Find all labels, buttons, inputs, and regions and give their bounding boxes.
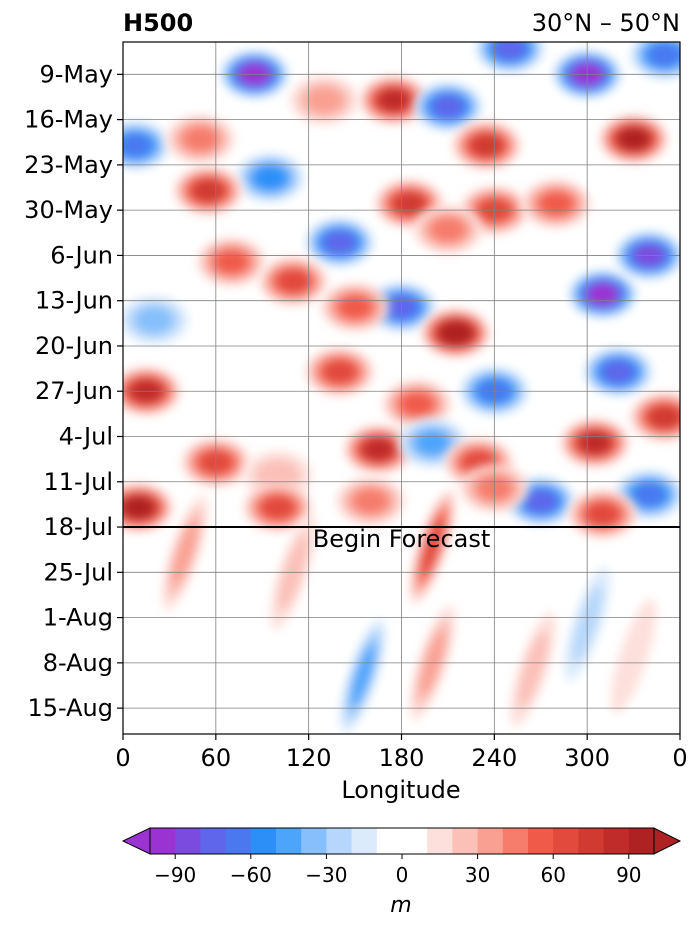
y-tick-label: 1-Aug — [43, 604, 113, 632]
colorbar-tick-label: 90 — [616, 863, 641, 887]
x-tick-label: 0 — [115, 744, 130, 772]
anomaly-blob — [123, 483, 173, 532]
y-tick-label: 20-Jun — [35, 332, 113, 360]
x-tick-label: 120 — [286, 744, 332, 772]
anomaly-blob — [305, 347, 374, 396]
colorbar-segment — [452, 828, 479, 854]
anomaly-blob — [568, 490, 637, 539]
y-tick-label: 27-Jun — [35, 377, 113, 405]
y-tick-label: 13-Jun — [35, 287, 113, 315]
anomaly-blob — [166, 115, 235, 164]
colorbar-segment — [402, 828, 428, 854]
anomaly-blob — [584, 347, 653, 396]
anomaly-blob — [615, 470, 680, 519]
colorbar-under-extension — [121, 827, 151, 855]
colorbar-tick-label: 60 — [540, 863, 565, 887]
colorbar-segment — [376, 828, 403, 854]
colorbar-segment — [628, 828, 655, 854]
y-tick-label: 23-May — [24, 151, 113, 179]
y-tick-label: 15-Aug — [27, 694, 113, 722]
anomaly-blob — [610, 599, 657, 714]
colorbar-segment — [175, 828, 201, 854]
anomaly-blob — [235, 153, 304, 202]
anomaly-blob — [510, 612, 556, 727]
y-tick-label: 4-Jul — [59, 423, 113, 451]
colorbar-segment — [225, 828, 252, 854]
colorbar-segment — [477, 828, 504, 854]
anomaly-blob — [259, 257, 328, 306]
anomaly-blob — [290, 76, 359, 125]
anomaly-blob — [305, 218, 374, 267]
colorbar-tick-label: 30 — [465, 863, 490, 887]
x-tick-label: 60 — [201, 744, 232, 772]
anomaly-blob — [321, 283, 390, 332]
anomaly-blob — [123, 121, 170, 170]
x-tick-label: 180 — [379, 744, 425, 772]
y-axis-ticks: 9-May 16-May 23-May 30-May 6-Jun 13-Jun 20-Jun… — [24, 60, 123, 722]
colorbar-segment — [301, 828, 327, 854]
y-tick-label: 25-Jul — [44, 558, 114, 586]
anomaly-blob — [339, 618, 386, 734]
colorbar-segment — [578, 828, 605, 854]
colorbar-segment — [276, 828, 302, 854]
anomaly-blob — [630, 42, 680, 79]
colorbar-tick-label: −30 — [305, 863, 347, 887]
colorbar-segment — [150, 828, 176, 854]
anomaly-blob — [413, 82, 482, 131]
anomaly-blob — [243, 483, 312, 532]
colorbar-segment — [427, 828, 453, 854]
begin-forecast-label: Begin Forecast — [313, 525, 491, 553]
colorbar-tick-label: 0 — [396, 863, 409, 887]
colorbar-tick-label: −60 — [230, 863, 272, 887]
title-left: H500 — [123, 9, 193, 37]
anomaly-blob — [344, 425, 413, 474]
anomaly-blob — [174, 166, 243, 215]
anomaly-blob — [630, 393, 680, 442]
anomaly-field — [123, 42, 680, 734]
anomaly-blob — [421, 309, 490, 358]
colorbar-segment — [502, 828, 529, 854]
anomaly-blob — [382, 380, 451, 429]
title-right: 30°N – 50°N — [532, 9, 680, 37]
anomaly-blob — [336, 477, 405, 526]
x-tick-label: 300 — [564, 744, 610, 772]
anomaly-blob — [568, 270, 637, 319]
colorbar-segment — [528, 828, 554, 854]
colorbar: −90 −60 −30 0 30 60 90 — [121, 827, 682, 887]
colorbar-segment — [603, 828, 630, 854]
colorbar-over-extension — [653, 827, 682, 855]
y-tick-label: 8-Aug — [43, 649, 113, 677]
colorbar-segment — [200, 828, 227, 854]
colorbar-label: m — [390, 893, 411, 918]
anomaly-blob — [413, 205, 482, 254]
y-tick-label: 18-Jul — [44, 513, 114, 541]
anomaly-blob — [599, 115, 668, 164]
anomaly-blob — [197, 237, 266, 286]
x-axis-label: Longitude — [341, 776, 460, 804]
y-tick-label: 6-Jun — [50, 241, 113, 269]
x-tick-label: 0 — [672, 744, 687, 772]
colorbar-segment — [326, 828, 353, 854]
colorbar-tick-label: −90 — [154, 863, 196, 887]
anomaly-blob — [522, 179, 591, 228]
anomaly-blob — [560, 418, 629, 467]
colorbar-segment — [351, 828, 378, 854]
y-tick-label: 30-May — [24, 196, 113, 224]
anomaly-blob — [359, 76, 428, 125]
y-tick-label: 11-Jul — [44, 468, 114, 496]
colorbar-segment — [553, 828, 579, 854]
y-tick-label: 16-May — [24, 106, 113, 134]
anomaly-blob — [452, 121, 521, 170]
colorbar-segment — [250, 828, 277, 854]
x-tick-label: 240 — [471, 744, 517, 772]
anomaly-blob — [162, 495, 208, 611]
anomaly-blob — [123, 296, 188, 345]
x-axis-ticks: 0 60 120 180 240 300 0 — [115, 734, 688, 772]
y-tick-label: 9-May — [39, 60, 113, 88]
